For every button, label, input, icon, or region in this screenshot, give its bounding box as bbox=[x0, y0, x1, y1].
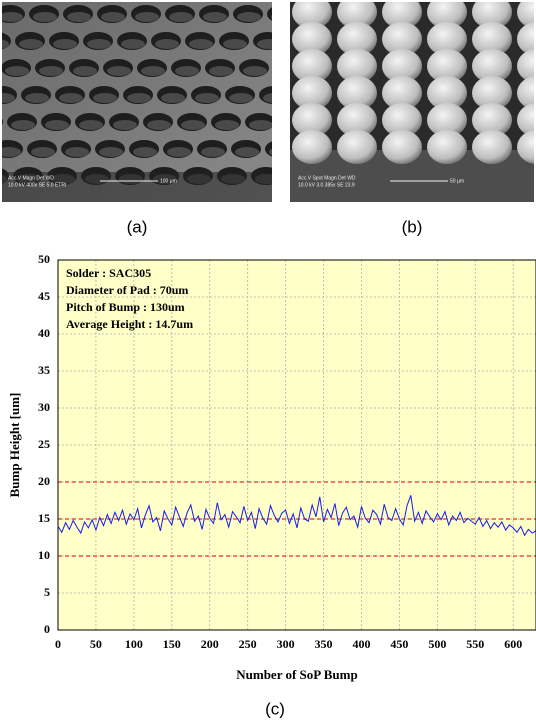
x-tick-label: 300 bbox=[277, 637, 295, 651]
image-label: 10.0 kV 3.0 385x SE 23.9 bbox=[298, 182, 355, 188]
y-tick-label: 10 bbox=[38, 548, 50, 562]
x-tick-label: 200 bbox=[201, 637, 219, 651]
x-tick-label: 350 bbox=[315, 637, 333, 651]
annotation: Diameter of Pad : 70um bbox=[66, 283, 188, 297]
y-tick-label: 45 bbox=[38, 289, 50, 303]
x-tick-label: 100 bbox=[125, 637, 143, 651]
x-tick-label: 450 bbox=[390, 637, 408, 651]
image-label: Acc.V Magn Det WD bbox=[8, 175, 54, 181]
y-tick-label: 15 bbox=[38, 511, 50, 525]
y-tick-label: 5 bbox=[44, 585, 50, 599]
annotation: Average Height : 14.7um bbox=[66, 317, 193, 331]
y-tick-label: 30 bbox=[38, 400, 50, 414]
y-tick-label: 25 bbox=[38, 437, 50, 451]
y-tick-label: 0 bbox=[44, 622, 50, 636]
caption: (a) bbox=[127, 217, 148, 236]
scale-bar-label: 100 µm bbox=[160, 178, 177, 184]
x-tick-label: 0 bbox=[55, 637, 61, 651]
x-tick-label: 500 bbox=[428, 637, 446, 651]
x-tick-label: 600 bbox=[504, 637, 522, 651]
annotation: Pitch of Bump : 130um bbox=[66, 300, 185, 314]
caption: (b) bbox=[402, 217, 423, 236]
x-tick-label: 550 bbox=[466, 637, 484, 651]
scale-bar-label: 50 µm bbox=[450, 178, 464, 184]
annotation: Solder : SAC305 bbox=[66, 266, 151, 280]
x-tick-label: 50 bbox=[90, 637, 102, 651]
y-tick-label: 20 bbox=[38, 474, 50, 488]
y-tick-label: 40 bbox=[38, 326, 50, 340]
x-tick-label: 400 bbox=[352, 637, 370, 651]
plot-frame bbox=[57, 259, 536, 631]
x-tick-label: 150 bbox=[163, 637, 181, 651]
y-tick-label: 35 bbox=[38, 363, 50, 377]
y-axis-title: Bump Height [um] bbox=[7, 393, 22, 498]
image-label: Acc.V Spot Magn Det WD bbox=[298, 175, 356, 181]
image-label: 10.0 kV 400x SE 5.0 ETRI bbox=[8, 182, 66, 188]
caption: (c) bbox=[265, 699, 285, 718]
y-tick-label: 50 bbox=[38, 252, 50, 266]
data-line bbox=[57, 495, 536, 537]
x-axis-title: Number of SoP Bump bbox=[236, 667, 357, 682]
x-tick-label: 250 bbox=[239, 637, 257, 651]
plot-area bbox=[58, 260, 536, 630]
